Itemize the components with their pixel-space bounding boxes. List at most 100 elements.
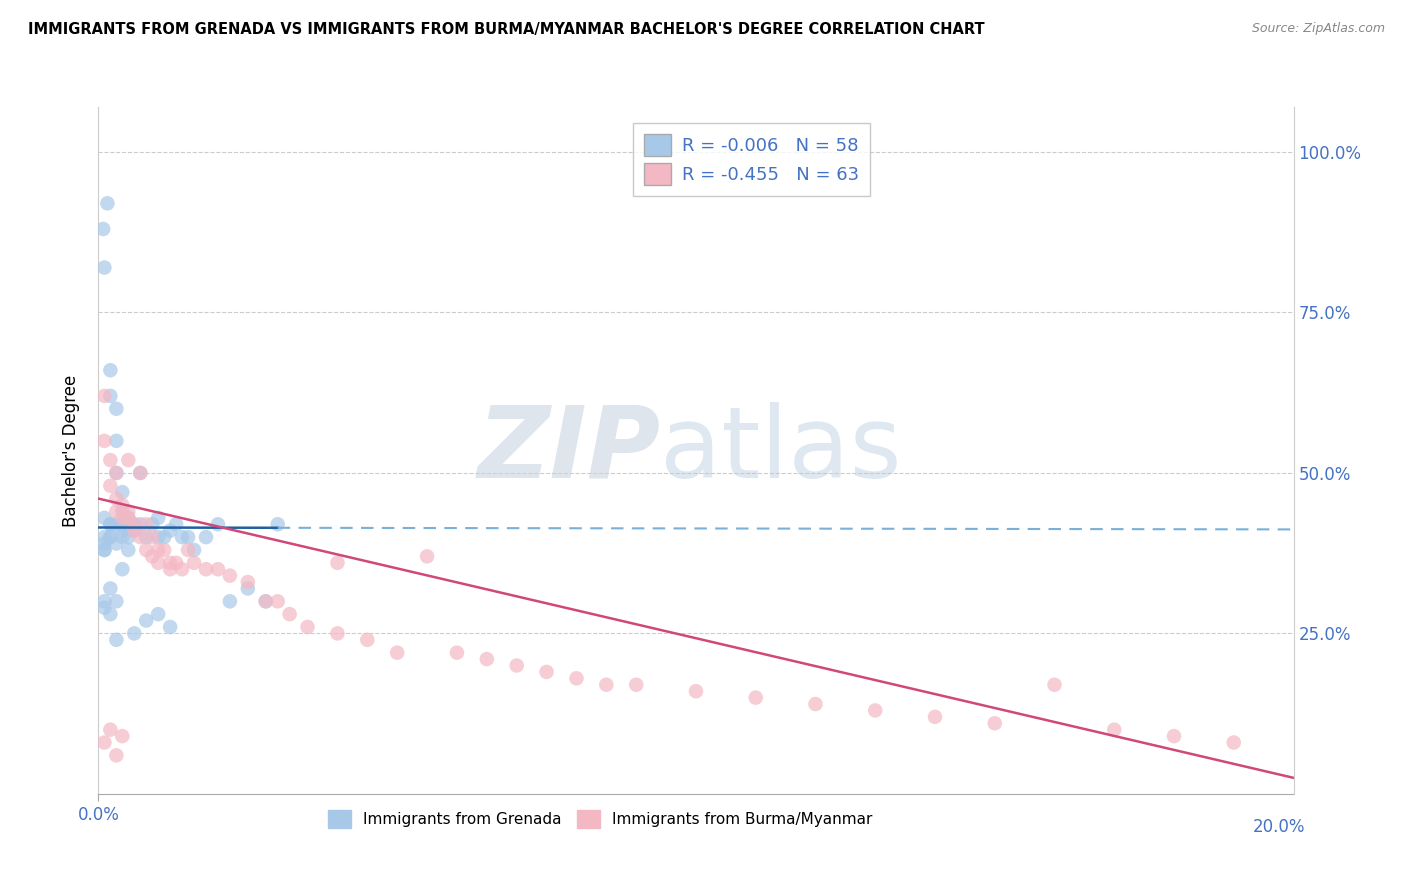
Point [148,511,170,525]
Point [105,594,128,608]
Point [745,690,768,705]
Point [565,671,588,685]
Point [141,530,163,544]
Point [254,594,277,608]
Point [93,511,115,525]
Point [105,748,128,763]
Point [98,723,122,737]
Point [98,479,122,493]
Point [111,498,134,512]
Point [326,626,349,640]
Point [124,517,146,532]
Point [236,582,259,596]
Point [141,549,163,564]
Point [804,697,827,711]
Point [111,562,134,576]
Point [685,684,707,698]
Point [236,575,259,590]
Point [595,678,617,692]
Point [98,363,122,377]
Point [93,594,115,608]
Point [105,504,128,518]
Point [267,517,290,532]
Point [124,524,146,538]
Point [111,511,134,525]
Point [159,556,181,570]
Point [117,517,139,532]
Point [153,530,176,544]
Point [165,517,187,532]
Point [111,504,134,518]
Point [356,632,378,647]
Point [129,466,152,480]
Point [105,466,128,480]
Point [159,524,181,538]
Point [148,556,170,570]
Point [105,632,128,647]
Text: IMMIGRANTS FROM GRENADA VS IMMIGRANTS FROM BURMA/MYANMAR BACHELOR'S DEGREE CORRE: IMMIGRANTS FROM GRENADA VS IMMIGRANTS FR… [28,22,984,37]
Point [93,735,115,749]
Point [177,530,200,544]
Point [1163,729,1185,743]
Point [207,517,229,532]
Text: atlas: atlas [661,402,901,499]
Point [195,562,218,576]
Point [124,626,146,640]
Point [98,517,122,532]
Point [865,703,887,717]
Point [326,556,349,570]
Text: Source: ZipAtlas.com: Source: ZipAtlas.com [1251,22,1385,36]
Point [148,530,170,544]
Point [1043,678,1066,692]
Point [111,530,134,544]
Point [172,562,194,576]
Point [207,562,229,576]
Point [105,401,128,416]
Text: ZIP: ZIP [477,402,661,499]
Point [254,594,277,608]
Point [475,652,498,666]
Point [124,524,146,538]
Point [91,222,114,236]
Point [98,607,122,622]
Point [117,543,139,558]
Point [124,517,146,532]
Point [98,582,122,596]
Point [172,530,194,544]
Point [183,556,205,570]
Point [105,434,128,448]
Point [135,543,157,558]
Point [446,646,468,660]
Point [416,549,439,564]
Point [98,517,122,532]
Point [98,530,122,544]
Text: 20.0%: 20.0% [1253,818,1306,836]
Point [111,729,134,743]
Point [159,620,181,634]
Point [98,530,122,544]
Point [924,710,946,724]
Point [159,562,181,576]
Point [105,536,128,550]
Point [93,389,115,403]
Point [297,620,319,634]
Point [141,517,163,532]
Point [183,543,205,558]
Point [93,600,115,615]
Point [984,716,1007,731]
Y-axis label: Bachelor's Degree: Bachelor's Degree [62,375,80,526]
Point [129,530,152,544]
Point [93,543,115,558]
Point [165,556,187,570]
Point [219,568,242,582]
Point [385,646,409,660]
Point [267,594,290,608]
Point [626,678,648,692]
Point [129,517,152,532]
Point [117,453,139,467]
Point [117,511,139,525]
Point [135,614,157,628]
Point [93,536,115,550]
Point [135,517,157,532]
Point [1104,723,1126,737]
